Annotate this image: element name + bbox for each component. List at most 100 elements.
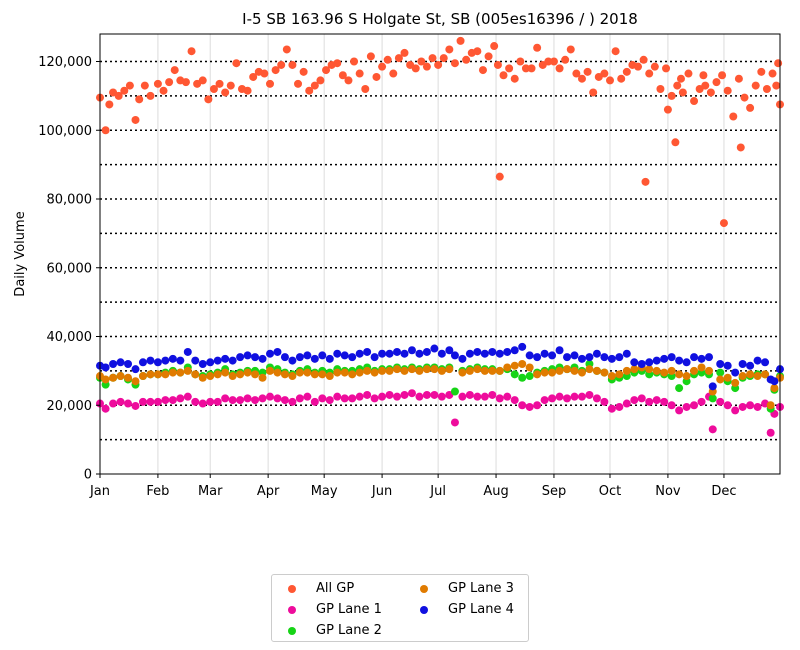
- data-point: [236, 396, 245, 405]
- data-point: [458, 392, 467, 401]
- data-point: [394, 54, 403, 63]
- data-point: [563, 353, 572, 362]
- data-point: [525, 351, 534, 360]
- data-point: [518, 401, 527, 410]
- data-point: [712, 78, 721, 87]
- data-point: [370, 368, 379, 377]
- data-point: [299, 67, 308, 76]
- data-point: [660, 397, 669, 406]
- data-point: [690, 97, 699, 106]
- data-point: [753, 356, 762, 365]
- data-point: [183, 366, 192, 375]
- data-point: [762, 85, 771, 93]
- data-point: [260, 69, 269, 78]
- data-point: [690, 353, 699, 362]
- data-point: [280, 396, 289, 405]
- data-point: [303, 392, 312, 401]
- data-point: [488, 390, 497, 399]
- data-point: [153, 358, 162, 367]
- data-point: [630, 358, 639, 367]
- data-point: [548, 368, 557, 377]
- data-point: [675, 370, 684, 379]
- legend-marker: [288, 584, 296, 593]
- data-point: [138, 397, 147, 406]
- data-point: [322, 66, 331, 75]
- data-point: [168, 368, 177, 377]
- data-point: [198, 399, 207, 408]
- data-point: [592, 349, 601, 358]
- data-point: [228, 372, 237, 381]
- data-point: [667, 401, 676, 410]
- data-point: [417, 57, 426, 66]
- data-point: [226, 81, 235, 90]
- data-point: [370, 353, 379, 362]
- data-point: [458, 354, 467, 363]
- data-point: [746, 361, 755, 370]
- data-point: [266, 392, 274, 401]
- data-point: [221, 368, 230, 377]
- data-point: [153, 79, 162, 88]
- data-point: [273, 347, 282, 356]
- data-point: [589, 88, 598, 97]
- chart-title: I-5 SB 163.96 S Holgate St, SB (005es163…: [242, 10, 638, 28]
- data-point: [615, 370, 624, 379]
- data-point: [333, 59, 342, 68]
- data-point: [503, 392, 512, 401]
- data-point: [607, 372, 616, 381]
- data-point: [213, 356, 222, 365]
- series-gp-lane-3: [96, 360, 784, 410]
- data-point: [503, 347, 512, 356]
- data-point: [473, 47, 482, 56]
- data-point: [774, 59, 783, 68]
- data-point: [318, 394, 327, 403]
- data-point: [228, 396, 237, 405]
- data-point: [243, 86, 252, 95]
- legend-item-gp-lane-1: GP Lane 1: [288, 602, 382, 617]
- data-point: [510, 346, 519, 355]
- data-point: [731, 406, 740, 415]
- data-point: [295, 394, 304, 403]
- data-point: [450, 351, 459, 360]
- legend-marker: [420, 605, 428, 614]
- data-point: [243, 368, 252, 377]
- data-point: [120, 86, 129, 95]
- data-point: [273, 368, 282, 377]
- data-point: [340, 394, 349, 403]
- data-point: [600, 368, 609, 377]
- data-point: [738, 360, 747, 368]
- data-point: [652, 396, 661, 405]
- data-point: [101, 404, 110, 413]
- data-point: [465, 366, 474, 375]
- data-point: [738, 372, 747, 381]
- data-point: [407, 389, 416, 398]
- data-point: [480, 366, 489, 375]
- data-point: [310, 81, 319, 90]
- data-point: [258, 373, 267, 382]
- data-point: [473, 392, 482, 401]
- data-point: [473, 347, 482, 356]
- data-point: [525, 372, 534, 381]
- data-point: [273, 394, 282, 403]
- data-point: [361, 85, 370, 93]
- data-point: [344, 76, 353, 85]
- data-point: [563, 394, 572, 403]
- data-point: [251, 396, 260, 405]
- data-point: [718, 71, 727, 80]
- data-point: [518, 342, 527, 351]
- data-point: [585, 353, 594, 362]
- data-point: [280, 370, 289, 379]
- data-point: [673, 81, 682, 90]
- data-point: [480, 392, 489, 401]
- data-point: [370, 394, 379, 403]
- data-point: [697, 363, 706, 372]
- data-point: [746, 401, 755, 410]
- data-point: [303, 351, 312, 360]
- data-point: [600, 353, 609, 362]
- data-point: [221, 354, 230, 363]
- data-point: [662, 64, 671, 73]
- data-point: [295, 368, 304, 377]
- data-point: [772, 81, 781, 90]
- y-tick-label: 0: [84, 468, 92, 483]
- data-point: [204, 95, 213, 104]
